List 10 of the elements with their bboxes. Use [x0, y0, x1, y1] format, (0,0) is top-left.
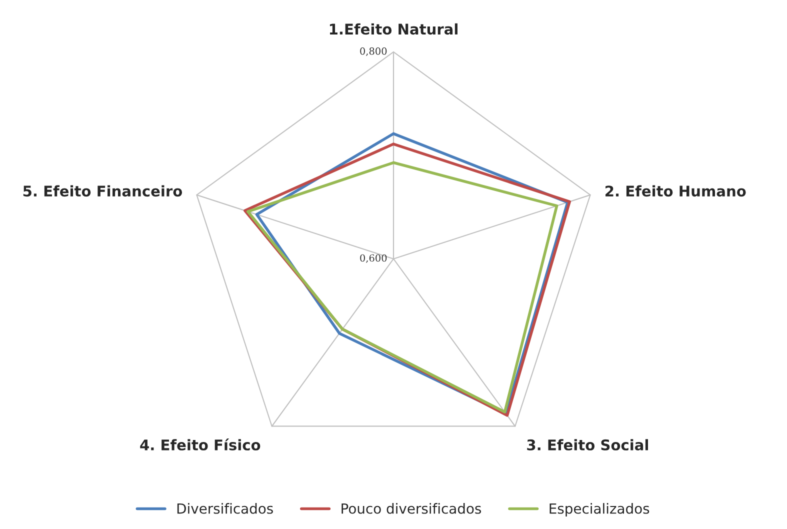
legend-label: Especializados	[550, 503, 650, 516]
legend-label: Diversificados	[177, 503, 273, 514]
y-tick-label: 0,600	[360, 254, 387, 263]
spoke-label: 5. Efeito Financeiro	[23, 185, 182, 197]
spoke-label: 4. Efeito Físico	[140, 438, 260, 450]
spoke-label: 3. Efeito Social	[527, 439, 648, 450]
legend-label: Pouco diversificados	[342, 503, 482, 514]
spoke-label: 1.Efeito Natural	[330, 23, 458, 35]
y-tick-label: 0,800	[360, 47, 387, 56]
spoke-label: 2. Efeito Humano	[606, 185, 746, 197]
